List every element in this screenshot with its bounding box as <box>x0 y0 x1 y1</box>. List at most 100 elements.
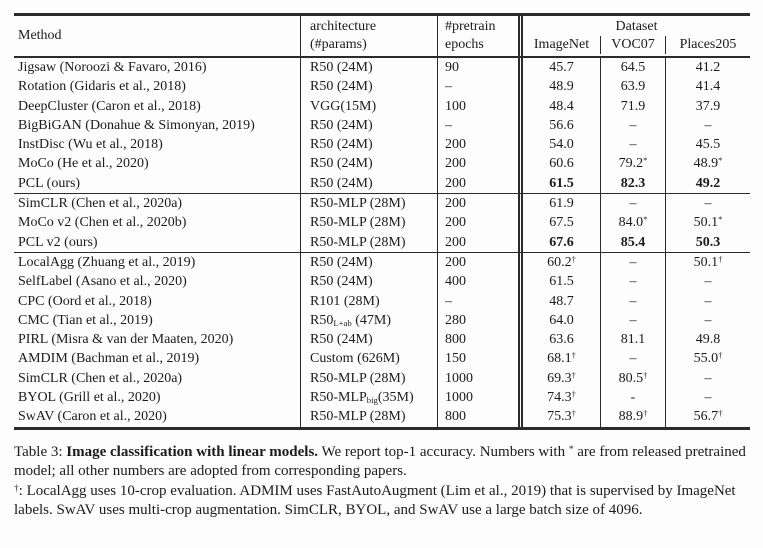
method-cell: InstDisc (Wu et al., 2018) <box>18 137 163 153</box>
architecture-cell: R50-MLP (28M) <box>300 407 437 427</box>
epochs-cell: 200 <box>437 213 518 233</box>
architecture-cell: R50 (24M) <box>300 252 437 273</box>
imagenet-score-cell: 48.9 <box>518 77 600 97</box>
caption-body1: We report top-1 accuracy. Numbers with <box>318 443 569 460</box>
epochs-cell: 800 <box>437 330 518 350</box>
header-architecture-line1: architecture <box>310 19 377 34</box>
imagenet-score-cell: 54.0 <box>518 135 600 155</box>
table-caption-block: Table 3: Image classification with linea… <box>14 443 762 521</box>
method-cell: CMC (Tian et al., 2019) <box>18 312 153 328</box>
imagenet-score-cell: 61.9 <box>518 194 600 214</box>
voc07-score-cell: – <box>600 272 665 292</box>
table-row: PCL v2 (ours) R50-MLP (28M) 200 67.6 85.… <box>14 232 750 252</box>
architecture-cell: R50 (24M) <box>300 77 437 97</box>
voc07-score-cell: 82.3 <box>600 173 665 194</box>
header-method: Method <box>18 28 62 43</box>
imagenet-score-cell: 67.5 <box>518 213 600 233</box>
epochs-cell: 200 <box>437 252 518 273</box>
caption-body2: are from released pretrained model; all … <box>14 443 746 480</box>
table-row: SelfLabel (Asano et al., 2020) R50 (24M)… <box>14 272 750 292</box>
imagenet-score-cell: 48.7 <box>518 291 600 311</box>
table-body: Jigsaw (Noroozi & Favaro, 2016) R50 (24M… <box>14 58 750 427</box>
architecture-cell: R50-MLP (28M) <box>300 368 437 389</box>
header-pretrain-line1: #pretrain <box>445 19 496 34</box>
places205-score-cell: – <box>665 368 750 389</box>
places205-score-cell: 49.2 <box>665 173 750 194</box>
results-table: Method architecture (#params) #pretrain … <box>14 13 750 430</box>
voc07-score-cell: 81.1 <box>600 330 665 350</box>
method-cell: BigBiGAN (Donahue & Simonyan, 2019) <box>18 117 255 133</box>
header-architecture-line2: (#params) <box>310 37 367 52</box>
architecture-cell: R50 (24M) <box>300 135 437 155</box>
architecture-cell: R50 (24M) <box>300 272 437 292</box>
architecture-cell: R50 (24M) <box>300 173 437 194</box>
places205-score-cell: 55.0† <box>665 349 750 369</box>
table-row: InstDisc (Wu et al., 2018) R50 (24M) 200… <box>14 135 750 155</box>
imagenet-score-cell: 74.3† <box>518 388 600 408</box>
imagenet-score-cell: 63.6 <box>518 330 600 350</box>
voc07-score-cell: 84.0* <box>600 213 665 233</box>
epochs-cell: 200 <box>437 154 518 174</box>
architecture-cell: R50-MLP (28M) <box>300 213 437 233</box>
method-cell: AMDIM (Bachman et al., 2019) <box>18 351 200 367</box>
voc07-score-cell: – <box>600 349 665 369</box>
method-cell: Rotation (Gidaris et al., 2018) <box>18 79 186 95</box>
architecture-cell: R50-MLP (28M) <box>300 194 437 214</box>
epochs-cell: 1000 <box>437 388 518 408</box>
table-row: SimCLR (Chen et al., 2020a) R50-MLP (28M… <box>14 193 750 214</box>
method-cell: SimCLR (Chen et al., 2020a) <box>18 196 183 212</box>
places205-score-cell: – <box>665 194 750 214</box>
caption-prefix: Table 3: <box>14 443 67 460</box>
places205-score-cell: 41.2 <box>665 58 750 78</box>
voc07-score-cell: – <box>600 135 665 155</box>
method-cell: SelfLabel (Asano et al., 2020) <box>18 274 187 290</box>
table-row: SwAV (Caron et al., 2020) R50-MLP (28M) … <box>14 407 750 427</box>
imagenet-score-cell: 67.6 <box>518 232 600 252</box>
table-row: BYOL (Grill et al., 2020) R50-MLPbig(35M… <box>14 388 750 408</box>
voc07-score-cell: – <box>600 310 665 331</box>
architecture-cell: R50-MLP (28M) <box>300 232 437 252</box>
epochs-cell: 800 <box>437 407 518 427</box>
architecture-cell: R50-MLPbig(35M) <box>300 388 437 408</box>
method-cell: PCL (ours) <box>18 175 81 191</box>
voc07-score-cell: 79.2* <box>600 154 665 174</box>
imagenet-score-cell: 68.1† <box>518 349 600 369</box>
epochs-cell: – <box>437 77 518 97</box>
table-row: LocalAgg (Zhuang et al., 2019) R50 (24M)… <box>14 251 750 273</box>
voc07-score-cell: 64.5 <box>600 58 665 78</box>
places205-score-cell: – <box>665 388 750 408</box>
places205-score-cell: 48.9* <box>665 154 750 174</box>
voc07-score-cell: 71.9 <box>600 96 665 116</box>
voc07-score-cell: 80.5† <box>600 368 665 389</box>
table-row: Rotation (Gidaris et al., 2018) R50 (24M… <box>14 77 750 97</box>
table-caption: Table 3: Image classification with linea… <box>14 443 762 482</box>
voc07-score-cell: – <box>600 115 665 136</box>
places205-score-cell: 49.8 <box>665 330 750 350</box>
table-row: PCL (ours) R50 (24M) 200 61.5 82.3 49.2 <box>14 173 750 194</box>
method-cell: DeepCluster (Caron et al., 2018) <box>18 98 201 114</box>
table-row: MoCo (He et al., 2020) R50 (24M) 200 60.… <box>14 154 750 174</box>
footnote-text: : LocalAgg uses 10-crop evaluation. ADMI… <box>14 482 736 519</box>
method-cell: Jigsaw (Noroozi & Favaro, 2016) <box>18 60 207 75</box>
imagenet-score-cell: 61.5 <box>518 173 600 194</box>
table-row: CMC (Tian et al., 2019) R50L+ab (47M) 28… <box>14 310 750 331</box>
places205-score-cell: – <box>665 115 750 136</box>
architecture-cell: R101 (28M) <box>300 291 437 311</box>
table-row: SimCLR (Chen et al., 2020a) R50-MLP (28M… <box>14 368 750 389</box>
places205-score-cell: 37.9 <box>665 96 750 116</box>
architecture-cell: R50 (24M) <box>300 330 437 350</box>
header-architecture: architecture (#params) <box>300 16 437 56</box>
table-row: DeepCluster (Caron et al., 2018) VGG(15M… <box>14 96 750 116</box>
places205-score-cell: 45.5 <box>665 135 750 155</box>
epochs-cell: 90 <box>437 58 518 78</box>
epochs-cell: – <box>437 115 518 136</box>
table-row: BigBiGAN (Donahue & Simonyan, 2019) R50 … <box>14 115 750 136</box>
voc07-score-cell: 85.4 <box>600 232 665 252</box>
imagenet-score-cell: 61.5 <box>518 272 600 292</box>
places205-score-cell: 50.1* <box>665 213 750 233</box>
header-imagenet: ImageNet <box>533 37 590 52</box>
imagenet-score-cell: 75.3† <box>518 407 600 427</box>
imagenet-score-cell: 56.6 <box>518 115 600 136</box>
method-cell: BYOL (Grill et al., 2020) <box>18 390 161 406</box>
table-row: PIRL (Misra & van der Maaten, 2020) R50 … <box>14 330 750 350</box>
